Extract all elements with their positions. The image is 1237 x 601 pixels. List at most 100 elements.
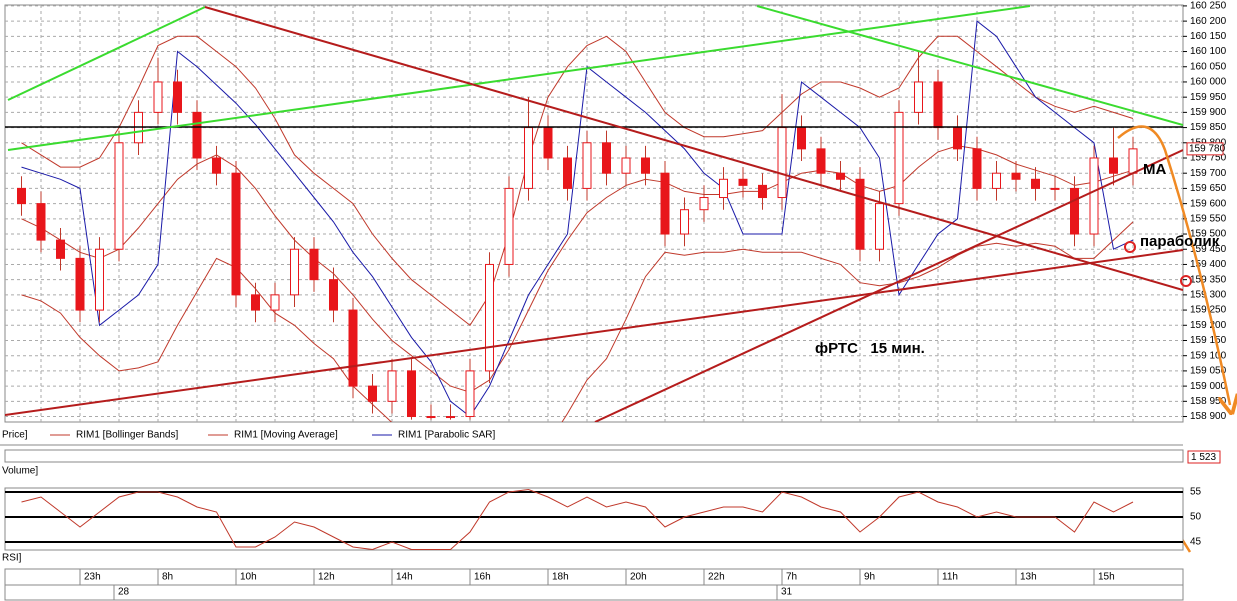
y-tick-label: 159 500 <box>1190 229 1227 240</box>
x-tick-label: 8h <box>162 572 173 583</box>
parabolic-sar <box>21 20 1134 418</box>
y-tick-label: 159 600 <box>1190 198 1227 209</box>
candle-body <box>641 157 650 174</box>
candle-body <box>348 309 358 387</box>
y-tick-label: 159 150 <box>1190 335 1227 346</box>
candle-body <box>75 257 85 311</box>
candle-body <box>270 294 280 311</box>
annotation: МА <box>1143 161 1166 178</box>
x-tick-label: 7h <box>786 572 797 583</box>
trend-line <box>5 249 1183 416</box>
candle-body <box>972 148 982 189</box>
y-tick-label: 159 550 <box>1190 213 1227 224</box>
volume-box <box>1187 450 1221 464</box>
candle-body <box>582 142 592 189</box>
x-tick-label: 23h <box>84 572 101 583</box>
y-tick-label: 159 350 <box>1190 274 1227 285</box>
candle-body <box>446 416 455 419</box>
y-tick-label: 160 250 <box>1190 1 1227 12</box>
candle-body <box>621 157 631 174</box>
legend-label: RIM1 [Moving Average] <box>234 430 338 441</box>
x-tick-label: 22h <box>708 572 725 583</box>
candle-body <box>17 187 26 205</box>
y-tick-label: 158 900 <box>1190 411 1227 422</box>
trend-lines <box>5 5 1183 422</box>
trend-line <box>7 5 1031 151</box>
legend-label: Price] <box>2 430 28 441</box>
candle-body <box>953 127 962 150</box>
candle-body <box>1109 157 1118 174</box>
moving-average <box>21 145 1134 393</box>
annotation: параболик <box>1140 233 1220 250</box>
candle-body <box>933 81 943 129</box>
y-tick-label: 159 400 <box>1190 259 1227 270</box>
candle-body <box>914 81 923 113</box>
y-tick-label: 159 200 <box>1190 320 1227 331</box>
rsi-plot <box>21 488 1134 550</box>
y-tick-label: 160 000 <box>1190 77 1227 88</box>
y-tick-label: 55 <box>1190 487 1202 498</box>
candle-body <box>777 127 787 199</box>
candle-body <box>1128 148 1138 174</box>
x-tick-label: 10h <box>240 572 257 583</box>
x-tick-label: 11h <box>942 572 958 583</box>
candle-body <box>719 178 728 199</box>
forecast-arrow <box>1117 125 1230 405</box>
candle-body <box>212 157 221 174</box>
x-tick-label: 18h <box>552 572 569 583</box>
marker-circle <box>1124 241 1136 253</box>
candle-body <box>504 187 514 265</box>
bollinger-lower <box>21 221 1134 422</box>
candle-body <box>465 370 475 418</box>
candle-body <box>251 294 260 311</box>
y-tick-label: 159 900 <box>1190 107 1227 118</box>
y-tick-label: 50 <box>1190 512 1202 523</box>
candle-body <box>192 111 202 159</box>
candle-body <box>738 178 748 186</box>
candle-body <box>36 203 46 241</box>
candle-body <box>563 157 572 189</box>
y-tick-label: 159 300 <box>1190 290 1227 301</box>
x-tick-label: 12h <box>318 572 335 583</box>
candle-body <box>1089 157 1099 235</box>
candle-body <box>680 209 689 235</box>
legend-label: RIM1 [Bollinger Bands] <box>76 430 178 441</box>
volume-value: 1 523 <box>1191 452 1216 463</box>
candle-body <box>387 370 397 402</box>
candle-body <box>368 385 377 402</box>
candle-body <box>231 172 241 296</box>
x-tick-label: 16h <box>474 572 491 583</box>
candle-body <box>329 279 338 311</box>
x-tick-label: 20h <box>630 572 647 583</box>
x-tick-label: 14h <box>396 572 413 583</box>
candle-body <box>660 172 670 235</box>
candle-body <box>1050 187 1060 190</box>
bollinger-upper <box>21 35 1134 327</box>
date-label: 31 <box>781 587 793 598</box>
candle-body <box>1070 187 1079 235</box>
rsi-line <box>21 488 1134 550</box>
rsi-label: RSI] <box>2 553 22 564</box>
volume-panel <box>4 449 1184 463</box>
x-tick-label: 9h <box>864 572 875 583</box>
y-tick-label: 158 950 <box>1190 396 1227 407</box>
candle-body <box>602 142 611 174</box>
legend: Price] RIM1 [Bollinger Bands] RIM1 [Movi… <box>2 430 495 441</box>
y-tick-label: 160 200 <box>1190 16 1227 27</box>
date-label: 28 <box>118 587 130 598</box>
candle-body <box>992 172 1001 189</box>
trend-line <box>594 149 1183 422</box>
candle-body <box>95 248 104 311</box>
candle-body <box>56 239 65 259</box>
y-tick-label: 160 100 <box>1190 46 1227 57</box>
y-tick-label: 159 950 <box>1190 92 1227 103</box>
rsi-panel <box>4 487 1184 551</box>
time-axis <box>4 568 1184 586</box>
candle-body <box>836 172 845 180</box>
candle-body <box>114 142 124 250</box>
candle-body <box>173 81 182 113</box>
candle-body <box>797 127 806 150</box>
candle-body <box>290 248 299 296</box>
candle-body <box>426 416 436 419</box>
